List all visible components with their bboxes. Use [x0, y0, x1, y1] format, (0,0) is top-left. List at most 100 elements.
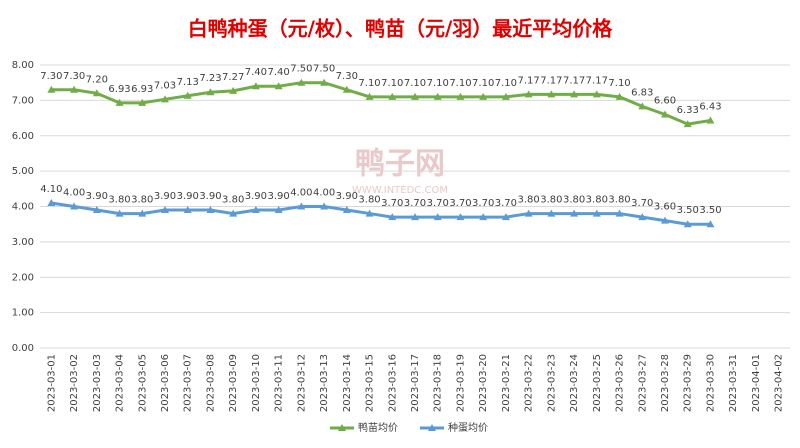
point-marker — [251, 82, 260, 90]
x-tick-label: 2023-03-09 — [228, 354, 239, 412]
data-label: 3.50 — [699, 205, 721, 216]
point-marker — [683, 220, 692, 228]
x-tick-label: 2023-03-16 — [387, 354, 398, 412]
data-label: 3.70 — [427, 198, 449, 209]
data-label: 7.10 — [472, 78, 494, 89]
x-tick-label: 2023-03-04 — [115, 354, 126, 412]
data-label: 7.50 — [313, 64, 335, 75]
point-marker — [411, 213, 419, 221]
x-tick-label: 2023-03-17 — [410, 354, 421, 412]
data-label: 7.17 — [540, 75, 562, 86]
point-marker — [501, 92, 510, 100]
point-marker — [70, 202, 79, 210]
data-label: 7.10 — [427, 78, 449, 89]
point-marker — [706, 116, 715, 124]
data-label: 7.03 — [154, 80, 176, 91]
data-label: 7.40 — [245, 67, 267, 78]
x-tick-label: 2023-03-10 — [251, 354, 262, 412]
data-label: 3.70 — [472, 198, 494, 209]
data-label: 6.43 — [699, 102, 721, 113]
point-marker — [592, 90, 601, 98]
x-tick-label: 2023-03-01 — [46, 354, 57, 412]
data-label: 7.50 — [290, 64, 312, 75]
data-label: 3.70 — [631, 198, 653, 209]
point-marker — [638, 213, 647, 221]
data-label: 3.60 — [654, 202, 676, 213]
data-label: 3.80 — [540, 195, 562, 206]
point-marker — [365, 92, 374, 100]
data-label: 7.23 — [199, 73, 221, 84]
point-marker — [433, 213, 442, 221]
data-label: 6.93 — [108, 84, 130, 95]
data-label: 3.80 — [563, 195, 585, 206]
data-label: 4.00 — [290, 188, 312, 199]
point-marker — [320, 202, 329, 210]
data-label: 7.10 — [608, 78, 630, 89]
y-tick-label: 8.00 — [12, 60, 34, 71]
data-label: 7.17 — [586, 75, 608, 86]
y-tick-label: 6.00 — [12, 131, 34, 142]
point-marker — [297, 78, 306, 86]
point-marker — [206, 88, 215, 96]
data-label: 7.10 — [495, 78, 517, 89]
data-label: 3.90 — [199, 191, 221, 202]
point-marker — [433, 92, 442, 100]
x-tick-label: 2023-03-03 — [92, 354, 103, 412]
point-marker — [229, 86, 238, 94]
point-marker — [70, 85, 79, 93]
y-tick-label: 2.00 — [12, 272, 34, 283]
data-label: 7.10 — [358, 78, 380, 89]
x-tick-label: 2023-03-29 — [683, 354, 694, 412]
point-marker — [274, 82, 283, 90]
y-tick-label: 1.00 — [12, 308, 34, 319]
data-label: 7.17 — [563, 75, 585, 86]
point-marker — [615, 92, 624, 100]
point-marker — [456, 92, 465, 100]
data-label: 7.27 — [222, 72, 244, 83]
y-tick-label: 5.00 — [12, 166, 34, 177]
data-label: 3.90 — [336, 191, 358, 202]
data-label: 3.70 — [381, 198, 403, 209]
data-label: 4.00 — [63, 188, 85, 199]
x-tick-label: 2023-03-30 — [705, 354, 716, 412]
watermark: 鸭子网 — [355, 147, 445, 182]
point-marker — [479, 213, 488, 221]
y-tick-label: 3.00 — [12, 237, 34, 248]
data-label: 7.30 — [63, 71, 85, 82]
data-label: 7.10 — [404, 78, 426, 89]
point-marker — [661, 216, 669, 224]
point-marker — [47, 85, 56, 93]
x-tick-label: 2023-03-22 — [524, 354, 535, 412]
x-tick-label: 2023-04-01 — [751, 354, 762, 412]
point-marker — [342, 85, 351, 93]
point-marker — [479, 92, 488, 100]
data-label: 7.30 — [40, 71, 62, 82]
data-label: 7.10 — [381, 78, 403, 89]
point-marker — [524, 90, 533, 98]
point-marker — [365, 209, 374, 217]
x-tick-label: 2023-03-08 — [205, 354, 216, 412]
legend-marker — [428, 424, 436, 431]
point-marker — [592, 209, 601, 217]
data-label: 3.80 — [518, 195, 540, 206]
point-marker — [206, 206, 215, 214]
point-marker — [92, 89, 101, 97]
y-tick-label: 7.00 — [12, 95, 34, 106]
point-marker — [615, 209, 624, 217]
point-marker — [297, 202, 306, 210]
x-tick-label: 2023-03-26 — [615, 354, 626, 412]
data-label: 3.80 — [108, 195, 130, 206]
data-label: 3.70 — [495, 198, 517, 209]
point-marker — [524, 209, 533, 217]
point-marker — [274, 206, 283, 214]
x-tick-label: 2023-04-02 — [774, 354, 785, 412]
legend-label: 种蛋均价 — [448, 421, 488, 434]
data-label: 7.17 — [518, 75, 540, 86]
point-marker — [183, 91, 192, 99]
point-marker — [138, 98, 147, 106]
legend-marker — [338, 424, 346, 431]
watermark: WWW.INTEDC.COM — [352, 185, 448, 196]
point-marker — [388, 92, 397, 100]
data-label: 7.40 — [268, 67, 290, 78]
data-label: 7.30 — [336, 71, 358, 82]
